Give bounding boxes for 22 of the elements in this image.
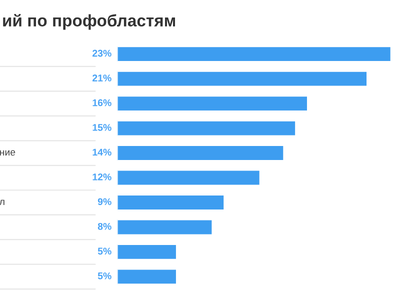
bar (117, 194, 225, 211)
data-label: 9% (98, 198, 112, 206)
data-label: 21% (92, 74, 112, 82)
data-label: 5% (98, 272, 112, 280)
chart-title: ий по профобластям (3, 14, 176, 30)
y-tick-label: ние (0, 150, 16, 156)
bar (117, 218, 214, 236)
bar (117, 144, 285, 162)
bar (117, 268, 178, 286)
bar (117, 169, 261, 186)
bar (117, 244, 178, 260)
data-label: 15% (92, 124, 112, 131)
data-label: 5% (98, 248, 112, 255)
bar (117, 70, 368, 88)
data-label: 8% (98, 222, 112, 230)
bar (117, 46, 392, 62)
data-label: 12% (92, 173, 112, 180)
bar (117, 95, 308, 112)
data-label: 23% (92, 50, 112, 57)
bar (117, 120, 296, 137)
data-label: 14% (92, 148, 112, 156)
data-label: 16% (92, 99, 112, 106)
